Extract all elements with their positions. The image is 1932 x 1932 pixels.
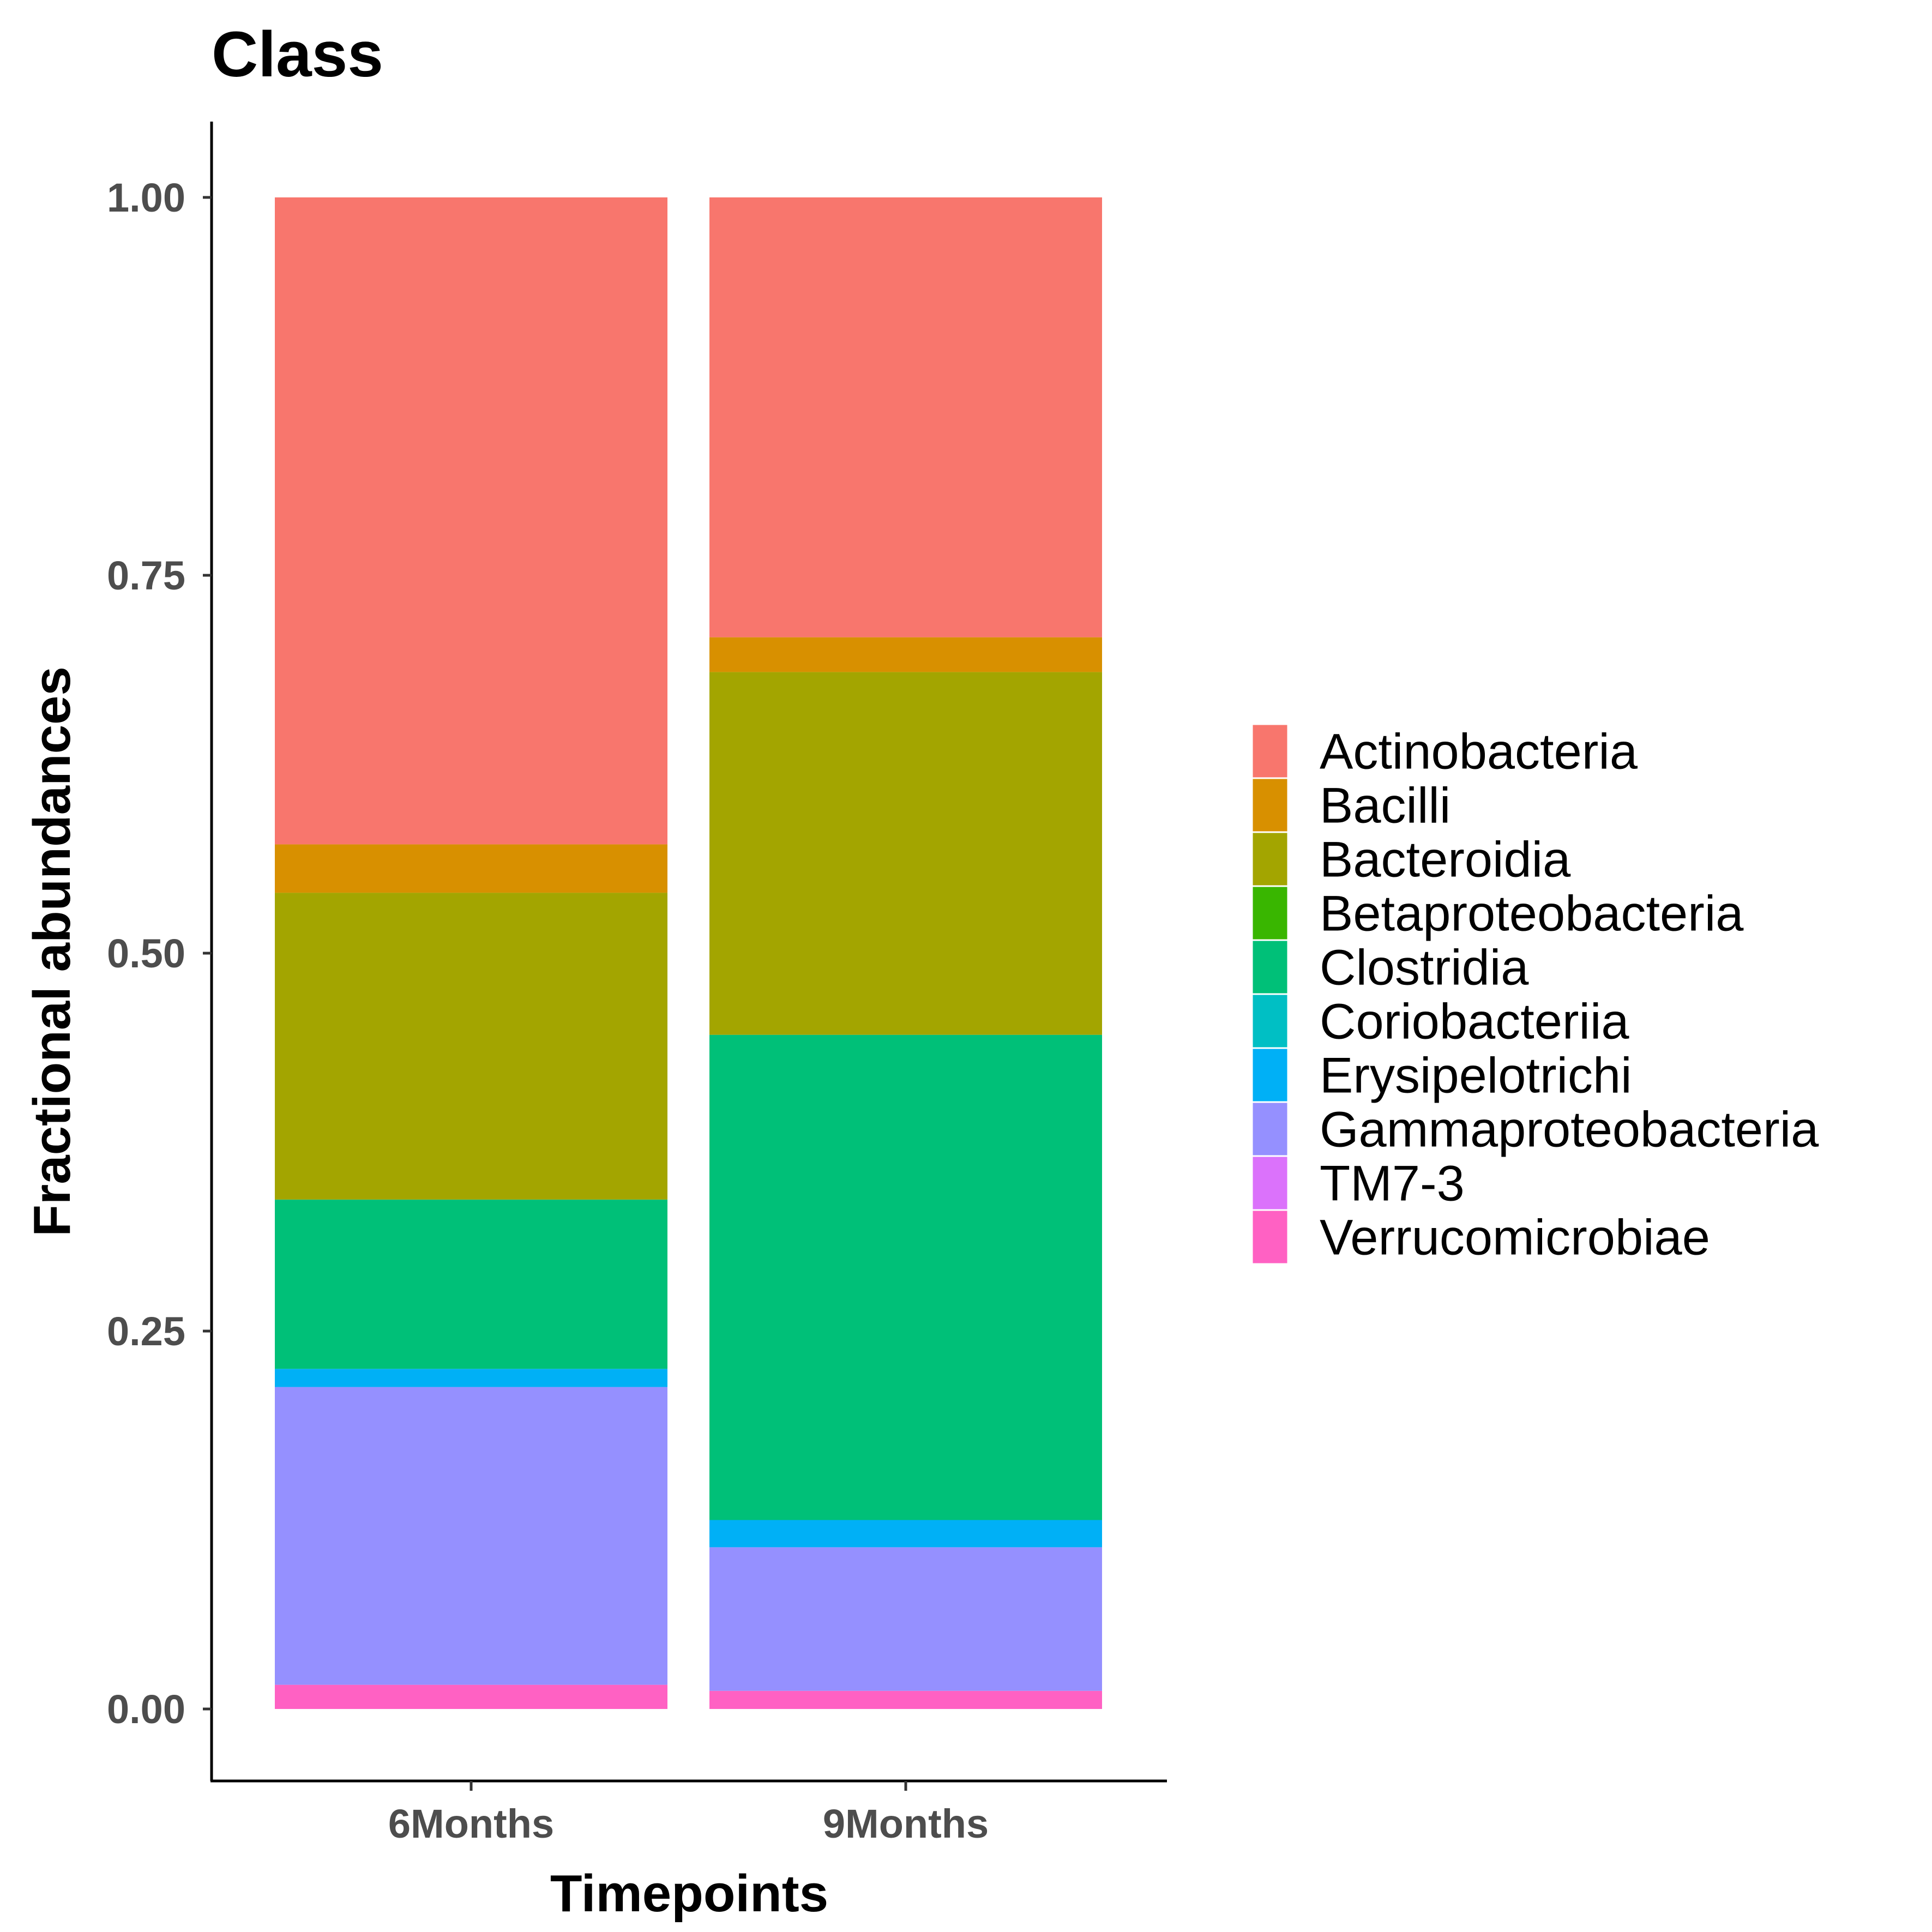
legend-key-verrucomicrobiae [1251,1209,1289,1265]
y-tick-label: 0.00 [107,1687,185,1732]
chart-title: Class [212,19,383,91]
x-axis-title: Timepoints [550,1864,828,1923]
bar-segment-9months-clostridia [709,1034,1102,1520]
legend-key-betaproteobacteria [1251,885,1289,941]
legend-key-bacteroidia [1251,831,1289,887]
bars-layer [275,197,1102,1709]
legend-label: Actinobacteria [1320,724,1638,780]
bar-segment-9months-gammaproteobacteria [709,1547,1102,1691]
y-tick-label: 1.00 [107,175,185,220]
bar-segment-9months-verrucomicrobiae [709,1690,1102,1709]
legend-label: Bacilli [1320,778,1450,834]
bar-segment-6months-verrucomicrobiae [275,1684,667,1709]
y-axis-title: Fractional abundances [23,666,81,1237]
bar-segment-6months-actinobacteria [275,197,667,845]
x-tick-label: 6Months [388,1801,554,1846]
legend: ActinobacteriaBacilliBacteroidiaBetaprot… [1251,723,1819,1266]
x-ticks: 6Months 9Months [388,1781,989,1846]
legend-key-gammaproteobacteria [1251,1101,1289,1157]
bar-segment-6months-clostridia [275,1199,667,1369]
x-tick-label: 9Months [823,1801,989,1846]
bar-segment-9months-bacteroidia [709,672,1102,1035]
legend-label: Verrucomicrobiae [1320,1210,1710,1266]
legend-label: Clostridia [1320,940,1529,996]
legend-label: Coriobacteriia [1320,994,1629,1050]
legend-label: Erysipelotrichi [1320,1048,1632,1104]
legend-key-erysipelotrichi [1251,1047,1289,1103]
legend-label: TM7-3 [1320,1156,1465,1212]
legend-key-clostridia [1251,939,1289,995]
axes [210,122,1167,1783]
legend-label: Gammaproteobacteria [1320,1102,1819,1158]
legend-key-tm7-3 [1251,1155,1289,1211]
y-tick-label: 0.75 [107,553,185,598]
bar-segment-9months-bacilli [709,637,1102,672]
y-tick-label: 0.50 [107,931,185,976]
y-ticks: 0.00 0.25 0.50 0.75 1.00 [107,175,212,1732]
bar-segment-6months-gammaproteobacteria [275,1387,667,1685]
legend-key-coriobacteriia [1251,993,1289,1049]
y-tick-label: 0.25 [107,1309,185,1354]
bar-segment-6months-erysipelotrichi [275,1369,667,1387]
legend-key-actinobacteria [1251,723,1289,779]
legend-label: Betaproteobacteria [1320,886,1744,942]
bar-segment-9months-erysipelotrichi [709,1520,1102,1548]
legend-key-bacilli [1251,777,1289,833]
bar-segment-6months-bacilli [275,844,667,893]
legend-label: Bacteroidia [1320,832,1571,888]
bar-segment-6months-bacteroidia [275,893,667,1200]
bar-segment-9months-actinobacteria [709,197,1102,637]
